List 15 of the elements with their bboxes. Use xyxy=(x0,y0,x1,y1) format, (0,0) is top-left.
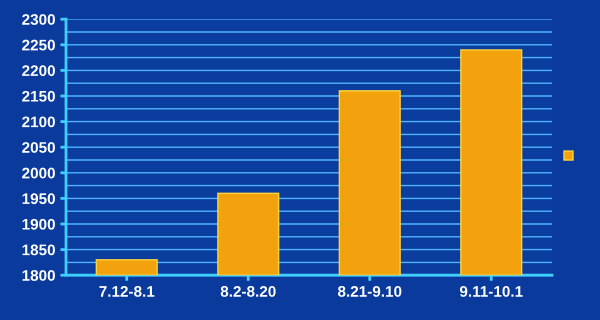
y-tick-label: 1900 xyxy=(22,218,55,230)
x-tick-label: 8.21-9.10 xyxy=(338,286,402,297)
y-tick-label: 1800 xyxy=(22,270,55,281)
x-tick-label: 8.2-8.20 xyxy=(220,286,276,297)
y-tick-label: 2250 xyxy=(22,40,55,50)
y-tick-label: 2150 xyxy=(22,90,55,102)
y-tick-label: 1850 xyxy=(22,244,55,256)
y-tick-label: 2100 xyxy=(22,116,55,128)
y-tick-label: 2200 xyxy=(22,65,55,76)
y-tick-label: 1950 xyxy=(22,193,55,204)
x-tick-label: 9.11-10.1 xyxy=(460,286,523,297)
y-tick-label: 2000 xyxy=(22,168,55,178)
y-tick-label: 2300 xyxy=(22,14,55,25)
y-tick-label: 2050 xyxy=(22,142,55,153)
x-tick-label: 7.12-8.1 xyxy=(99,286,154,297)
